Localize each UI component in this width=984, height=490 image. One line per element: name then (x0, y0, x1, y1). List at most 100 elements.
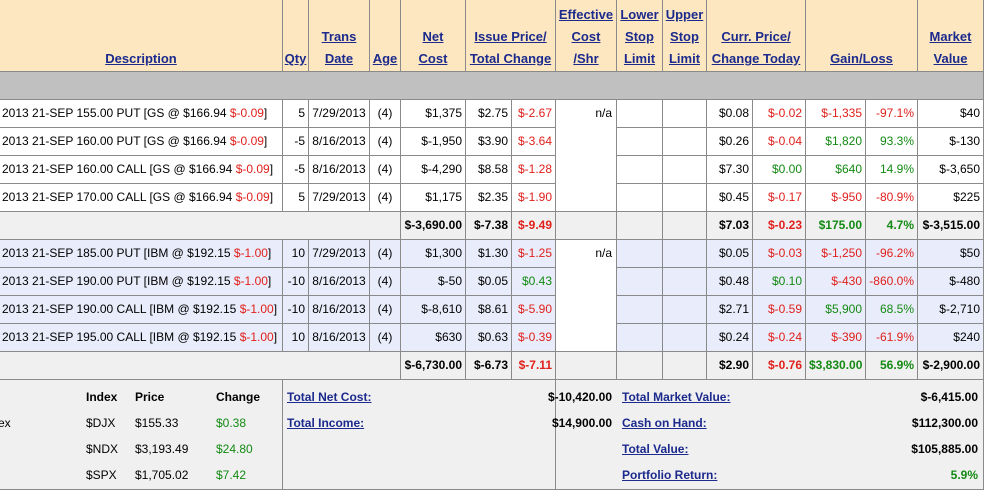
description-cell: 2013 21-SEP 170.00 CALL [GS @ $166.94 $-… (0, 184, 283, 212)
empty-cell (663, 296, 707, 324)
data-cell: $1,175 (401, 184, 466, 212)
index-cell: $7.42 (216, 468, 247, 482)
data-cell: $-0.59 (753, 296, 806, 324)
header-label[interactable]: Description (105, 51, 177, 66)
data-cell: $-8,610 (401, 296, 466, 324)
header-label[interactable]: Lower (620, 7, 659, 22)
header-label[interactable]: Net (422, 29, 444, 44)
index-header: Change (216, 390, 261, 404)
header-label[interactable]: Age (372, 51, 398, 66)
subtotal-cell: $-9.49 (512, 212, 556, 240)
data-cell: $1,375 (401, 100, 466, 128)
data-cell: $8.58 (466, 156, 512, 184)
header-label[interactable]: Effective (558, 7, 614, 22)
data-cell: $0.08 (707, 100, 753, 128)
summary-label[interactable]: Total Market Value: (622, 390, 731, 404)
header-label[interactable]: Trans (321, 29, 357, 44)
subtotal-blank (617, 352, 663, 380)
data-cell: 8/16/2013 (309, 156, 370, 184)
data-cell: 7/29/2013 (309, 184, 370, 212)
header-label[interactable]: Curr. Price/ (721, 29, 791, 44)
data-cell: $7.30 (707, 156, 753, 184)
data-cell: $-1,335 (806, 100, 866, 128)
subtotal-cell: $-6.73 (466, 352, 512, 380)
data-cell: -5 (283, 128, 309, 156)
description-text: 2013 21-SEP 160.00 PUT [GS @ $166.94 (2, 134, 230, 148)
index-header: Price (135, 390, 165, 404)
summary-label[interactable]: Portfolio Return: (622, 468, 718, 482)
summary-value: $-10,420.00 (547, 390, 612, 404)
subtotal-cell: $2.90 (707, 352, 753, 380)
data-cell: (4) (370, 100, 401, 128)
header-label[interactable]: Gain/Loss (830, 51, 893, 66)
header-label[interactable]: Value (933, 51, 968, 66)
data-cell: $-130 (918, 128, 984, 156)
empty-cell (663, 240, 707, 268)
header-label[interactable]: Issue Price/ (474, 29, 547, 44)
data-cell: $-0.03 (753, 240, 806, 268)
description-text: 2013 21-SEP 190.00 CALL [IBM @ $192.15 (2, 302, 240, 316)
data-cell: $-2.67 (512, 100, 556, 128)
data-cell: $-0.24 (753, 324, 806, 352)
description-text: ] (263, 106, 268, 120)
summary-value: $105,885.00 (911, 442, 978, 456)
underlying-change: $-1.00 (233, 246, 268, 260)
data-cell: $-1.90 (512, 184, 556, 212)
header-label[interactable]: Change Today (711, 51, 801, 66)
summary-label[interactable]: Total Value: (622, 442, 689, 456)
data-cell: $0.26 (707, 128, 753, 156)
description-text: ] (267, 246, 272, 260)
underlying-change: $-0.09 (229, 134, 264, 148)
subtotal-cell: $-0.76 (753, 352, 806, 380)
header-label[interactable]: Limit (668, 51, 701, 66)
index-header: Index (86, 390, 118, 404)
data-cell: $0.10 (753, 268, 806, 296)
data-cell: -860.0% (866, 268, 918, 296)
data-cell: $1.30 (466, 240, 512, 268)
empty-cell (663, 184, 707, 212)
header-label[interactable]: Upper (665, 7, 704, 22)
empty-cell (663, 128, 707, 156)
data-cell: $-2,710 (918, 296, 984, 324)
effective-cost-cell: n/a (556, 100, 617, 212)
subtotal-cell: $-3,515.00 (918, 212, 984, 240)
description-cell: 2013 21-SEP 190.00 CALL [IBM @ $192.15 $… (0, 296, 283, 324)
subtotal-blank (556, 212, 617, 240)
index-cell: $155.33 (135, 416, 179, 430)
description-cell: 2013 21-SEP 160.00 PUT [GS @ $166.94 $-0… (0, 128, 283, 156)
data-cell: 14.9% (866, 156, 918, 184)
header-label[interactable]: Limit (623, 51, 656, 66)
header-cell: Trans Date (309, 0, 370, 72)
data-cell: $630 (401, 324, 466, 352)
header-label[interactable]: Date (324, 51, 354, 66)
empty-cell (617, 324, 663, 352)
data-cell: 8/16/2013 (309, 268, 370, 296)
header-label[interactable]: /Shr (573, 51, 599, 66)
data-cell: $-950 (806, 184, 866, 212)
header-label[interactable]: Qty (284, 51, 307, 66)
data-cell: (4) (370, 156, 401, 184)
data-cell: $0.48 (707, 268, 753, 296)
index-cell: $DJX (86, 416, 116, 430)
index-cell: $NDX (86, 442, 119, 456)
empty-cell (663, 100, 707, 128)
subtotal-cell: $-2,900.00 (918, 352, 984, 380)
header-label[interactable]: Cost (418, 51, 448, 66)
description-text: ] (269, 162, 274, 176)
subtotal-blank (556, 352, 617, 380)
header-label[interactable]: Stop (670, 29, 699, 44)
header-label[interactable]: Market (929, 29, 972, 44)
summary-label[interactable]: Cash on Hand: (622, 416, 707, 430)
data-cell: $-5.90 (512, 296, 556, 324)
data-cell: (4) (370, 324, 401, 352)
header-label[interactable]: Cost (571, 29, 601, 44)
summary-label[interactable]: Total Income: (287, 416, 365, 430)
empty-cell (617, 184, 663, 212)
underlying-change: $-0.09 (235, 162, 270, 176)
header-cell: Curr. Price/Change Today (707, 0, 806, 72)
description-text: ] (273, 302, 278, 316)
header-label[interactable]: Stop (625, 29, 654, 44)
header-label[interactable]: Total Change (469, 51, 552, 66)
summary-label[interactable]: Total Net Cost: (287, 390, 372, 404)
summary-value: $14,900.00 (551, 416, 612, 430)
